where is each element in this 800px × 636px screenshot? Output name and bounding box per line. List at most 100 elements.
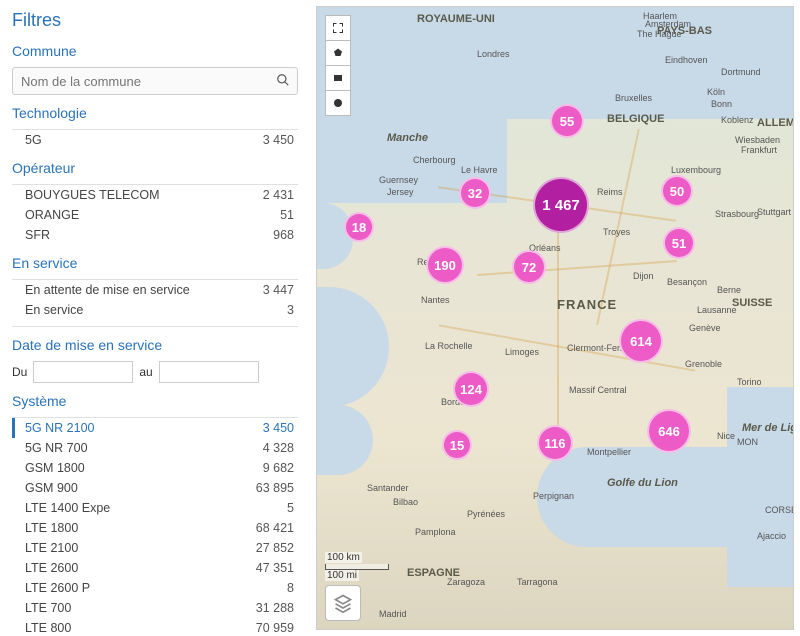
facet-count: 31 288 (256, 601, 294, 615)
commune-header: Commune (12, 43, 298, 61)
fullscreen-button[interactable] (325, 15, 351, 41)
facet-label: LTE 2600 (25, 561, 78, 575)
cluster-marker[interactable]: 646 (647, 409, 691, 453)
city-label: Guernsey (379, 175, 418, 185)
facet-count: 63 895 (256, 481, 294, 495)
commune-search[interactable] (12, 67, 298, 95)
facet-row[interactable]: LTE 2600 47 351 (12, 558, 298, 578)
city-label: Tarragona (517, 577, 558, 587)
cluster-marker[interactable]: 32 (459, 177, 491, 209)
facet-row[interactable]: LTE 210027 852 (12, 538, 298, 558)
date-to-input[interactable] (159, 361, 259, 383)
facet-label: 5G NR 2100 (25, 421, 94, 435)
city-label: Limoges (505, 347, 539, 357)
facet-label: LTE 2100 (25, 541, 78, 555)
facet-row[interactable]: 5G NR 21003 450 (12, 418, 298, 438)
draw-rectangle-button[interactable] (325, 65, 351, 91)
city-label: Zaragoza (447, 577, 485, 587)
facet-label: LTE 800 (25, 621, 71, 635)
city-label: Reims (597, 187, 623, 197)
city-label: Bonn (711, 99, 732, 109)
facet-label: GSM 900 (25, 481, 78, 495)
cluster-marker[interactable]: 614 (619, 319, 663, 363)
map[interactable]: ROYAUME-UNIPAYS-BASBELGIQUEALLEMFRANCESU… (316, 6, 794, 630)
facet-label: 5G (25, 133, 42, 147)
city-label: The Hague (637, 29, 682, 39)
city-label: Jersey (387, 187, 414, 197)
city-label: Torino (737, 377, 762, 387)
city-label: Nice (717, 431, 735, 441)
scale-bar: 100 km 100 mi (325, 552, 389, 581)
search-icon[interactable] (269, 73, 297, 90)
cluster-marker[interactable]: 72 (512, 250, 546, 284)
city-label: Strasbourg (715, 209, 759, 219)
date-from-input[interactable] (33, 361, 133, 383)
date-from-label: Du (12, 365, 27, 379)
facet-row[interactable]: LTE 180068 421 (12, 518, 298, 538)
cluster-marker[interactable]: 190 (426, 246, 464, 284)
facet-label: LTE 700 (25, 601, 71, 615)
facet-label: GSM 1800 (25, 461, 85, 475)
city-label: MON (737, 437, 758, 447)
facet-row[interactable]: LTE 80070 959 (12, 618, 298, 636)
cluster-marker[interactable]: 116 (537, 425, 573, 461)
city-label: Montpellier (587, 447, 631, 457)
facet-row[interactable]: LTE 2600 P 8 (12, 578, 298, 598)
date-to-label: au (139, 365, 152, 379)
systeme-header: Système (12, 393, 298, 411)
facet-label: LTE 1400 Expe (25, 501, 110, 515)
cluster-marker[interactable]: 55 (550, 104, 584, 138)
service-header: En service (12, 255, 298, 273)
city-label: La Rochelle (425, 341, 473, 351)
facet-count: 3 (287, 303, 294, 317)
facet-row[interactable]: LTE 700 31 288 (12, 598, 298, 618)
cluster-marker[interactable]: 1 467 (533, 177, 589, 233)
facet-row[interactable]: GSM 18009 682 (12, 458, 298, 478)
city-label: Le Havre (461, 165, 498, 175)
cluster-marker[interactable]: 18 (344, 212, 374, 242)
map-panel: ROYAUME-UNIPAYS-BASBELGIQUEALLEMFRANCESU… (310, 0, 800, 636)
facet-count: 47 351 (256, 561, 294, 575)
draw-circle-button[interactable] (325, 90, 351, 116)
facet-count: 8 (287, 581, 294, 595)
facet-row[interactable]: En service3 (12, 300, 298, 320)
city-label: Madrid (379, 609, 407, 619)
facet-count: 3 447 (263, 283, 294, 297)
facet-count: 2 431 (263, 188, 294, 202)
systeme-list: 5G NR 21003 4505G NR 7004 328GSM 18009 6… (12, 417, 298, 636)
facet-row[interactable]: SFR968 (12, 225, 298, 245)
city-label: Cherbourg (413, 155, 456, 165)
facet-row[interactable]: GSM 900 63 895 (12, 478, 298, 498)
city-label: Clermont-Ferr (567, 343, 623, 353)
city-label: Pamplona (415, 527, 456, 537)
city-label: Luxembourg (671, 165, 721, 175)
city-label: Frankfurt (741, 145, 777, 155)
scale-km: 100 km (325, 552, 362, 563)
city-label: Ajaccio (757, 531, 786, 541)
facet-count: 3 450 (263, 133, 294, 147)
cluster-marker[interactable]: 51 (663, 227, 695, 259)
facet-row[interactable]: LTE 1400 Expe5 (12, 498, 298, 518)
draw-polygon-button[interactable] (325, 40, 351, 66)
cluster-marker[interactable]: 15 (442, 430, 472, 460)
city-label: Haarlem (643, 11, 677, 21)
facet-count: 968 (273, 228, 294, 242)
facet-row[interactable]: 5G NR 7004 328 (12, 438, 298, 458)
facet-row[interactable]: BOUYGUES TELECOM2 431 (12, 185, 298, 205)
cluster-marker[interactable]: 50 (661, 175, 693, 207)
city-label: Koblenz (721, 115, 754, 125)
city-label: Bilbao (393, 497, 418, 507)
operateur-list: BOUYGUES TELECOM2 431ORANGE51SFR968 (12, 184, 298, 245)
facet-row[interactable]: En attente de mise en service3 447 (12, 280, 298, 300)
facet-row[interactable]: ORANGE51 (12, 205, 298, 225)
facet-label: LTE 2600 P (25, 581, 90, 595)
layers-button[interactable] (325, 585, 361, 621)
city-label: Bruxelles (615, 93, 652, 103)
commune-input[interactable] (13, 70, 269, 93)
city-label: Londres (477, 49, 510, 59)
filters-title: Filtres (12, 10, 298, 31)
facet-row[interactable]: 5G 3 450 (12, 130, 298, 150)
cluster-marker[interactable]: 124 (453, 371, 489, 407)
country-label: Manche (387, 132, 428, 144)
map-controls (325, 15, 351, 116)
